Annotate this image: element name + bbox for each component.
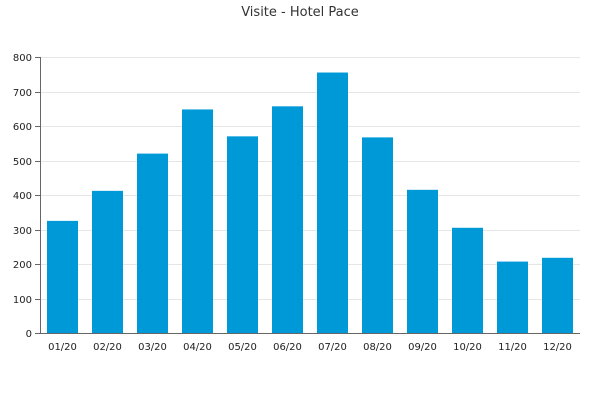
x-tick-label: 08/20 <box>363 342 392 353</box>
bar <box>542 257 573 333</box>
y-tick-label: 600 <box>13 122 32 133</box>
bar <box>497 261 528 333</box>
x-tick-label: 07/20 <box>318 342 347 353</box>
bar <box>182 109 213 333</box>
y-tick-label: 800 <box>13 53 32 64</box>
bar <box>452 227 483 333</box>
x-tick-label: 12/20 <box>543 342 572 353</box>
x-tick-label: 06/20 <box>273 342 302 353</box>
bar <box>317 72 348 333</box>
bar <box>137 153 168 333</box>
bar <box>47 220 78 334</box>
x-tick-label: 05/20 <box>228 342 257 353</box>
x-tick-label: 09/20 <box>408 342 437 353</box>
y-tick-label: 0 <box>26 329 32 340</box>
y-tick-label: 400 <box>13 191 32 202</box>
grid-layer <box>40 57 580 300</box>
bar <box>407 189 438 333</box>
x-tick-label: 11/20 <box>498 342 527 353</box>
chart-title: Visite - Hotel Pace <box>241 5 359 20</box>
x-tick-label: 03/20 <box>138 342 167 353</box>
x-tick-label: 01/20 <box>48 342 77 353</box>
y-tick-label: 100 <box>13 295 32 306</box>
y-tick-label: 500 <box>13 157 32 168</box>
bar <box>92 190 123 333</box>
bars-layer <box>47 72 573 334</box>
x-tick-label: 04/20 <box>183 342 212 353</box>
bar <box>227 136 258 333</box>
bar <box>362 137 393 333</box>
axis-layer <box>35 57 580 334</box>
y-tick-label: 300 <box>13 226 32 237</box>
labels-layer: 0 100 200 300 400 500 600 700 800 01/20 02/20 03/20… <box>13 53 572 353</box>
x-tick-label: 02/20 <box>93 342 122 353</box>
y-tick-label: 700 <box>13 88 32 99</box>
bar <box>272 106 303 333</box>
y-tick-label: 200 <box>13 260 32 271</box>
x-tick-label: 10/20 <box>453 342 482 353</box>
